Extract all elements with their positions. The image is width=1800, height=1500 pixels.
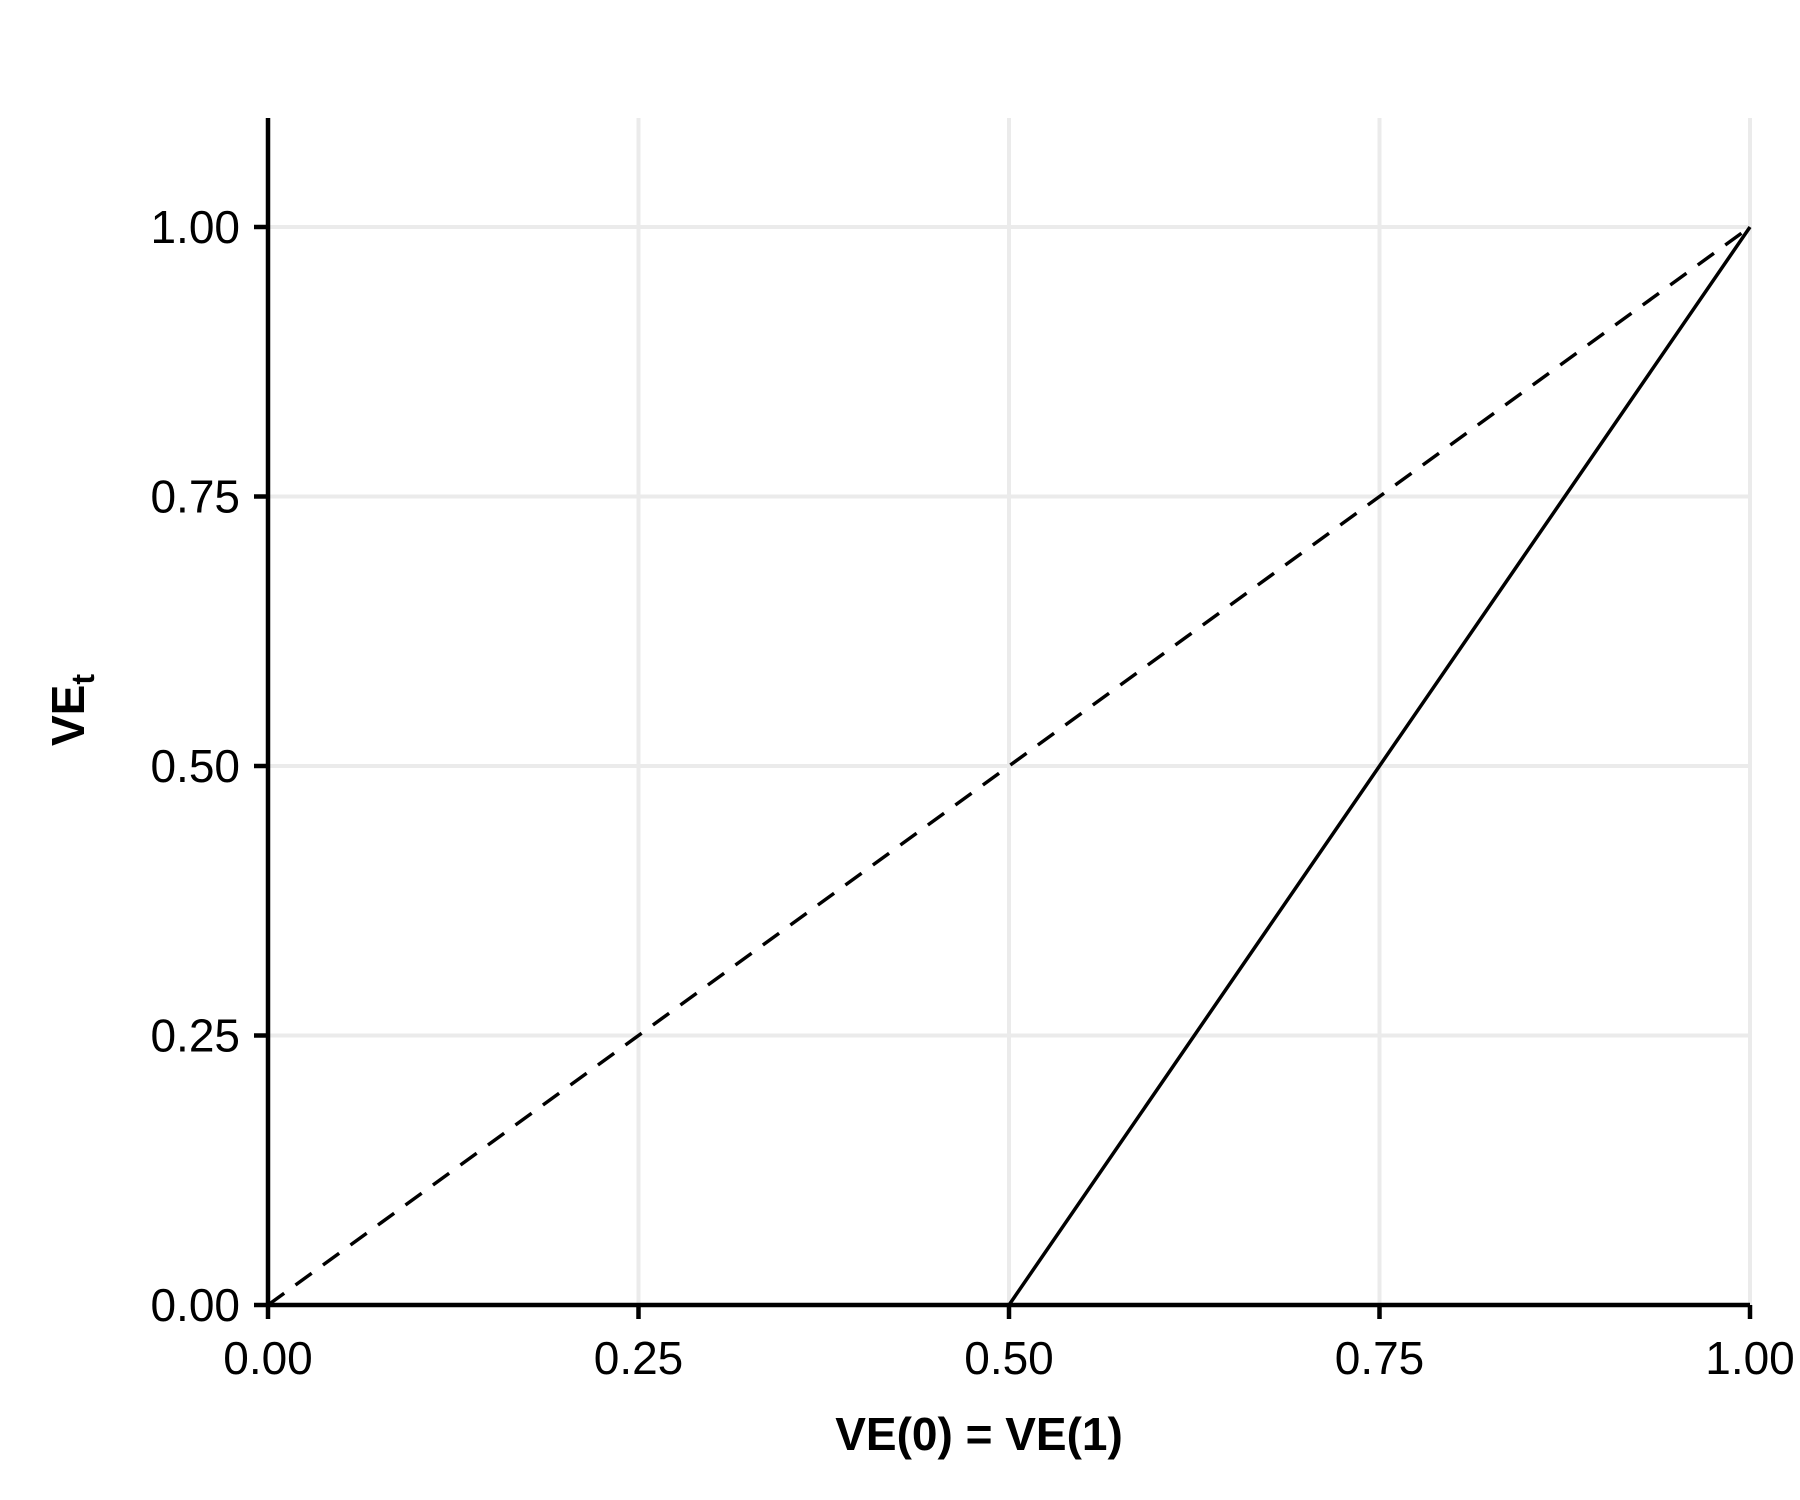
- x-tick-label-4: 1.00: [1705, 1332, 1795, 1384]
- y-tick-label-4: 1.00: [150, 201, 240, 253]
- series-line-solid-1: [1007, 226, 1752, 1306]
- series-lines: [266, 225, 1752, 1307]
- axes: [254, 118, 1753, 1319]
- x-axis-title: VE(0) = VE(1): [835, 1408, 1123, 1460]
- gridlines: [266, 118, 1752, 1307]
- y-axis-title-base: VE: [42, 685, 94, 746]
- x-tick-label-3: 0.75: [1335, 1332, 1425, 1384]
- x-tick-label-1: 0.25: [594, 1332, 684, 1384]
- x-tick-label-0: 0.00: [223, 1332, 313, 1384]
- y-axis-title-subscript: t: [65, 674, 101, 685]
- x-tick-label-2: 0.50: [964, 1332, 1054, 1384]
- tick-labels: 0.00 0.25 0.50 0.75 1.00 0.00 0.25 0.50 0.75 1.00: [150, 201, 1794, 1384]
- y-tick-label-3: 0.75: [150, 471, 240, 523]
- y-tick-label-2: 0.50: [150, 740, 240, 792]
- y-tick-label-0: 0.00: [150, 1279, 240, 1331]
- y-axis-title: VEt: [42, 674, 101, 746]
- y-tick-label-1: 0.25: [150, 1010, 240, 1062]
